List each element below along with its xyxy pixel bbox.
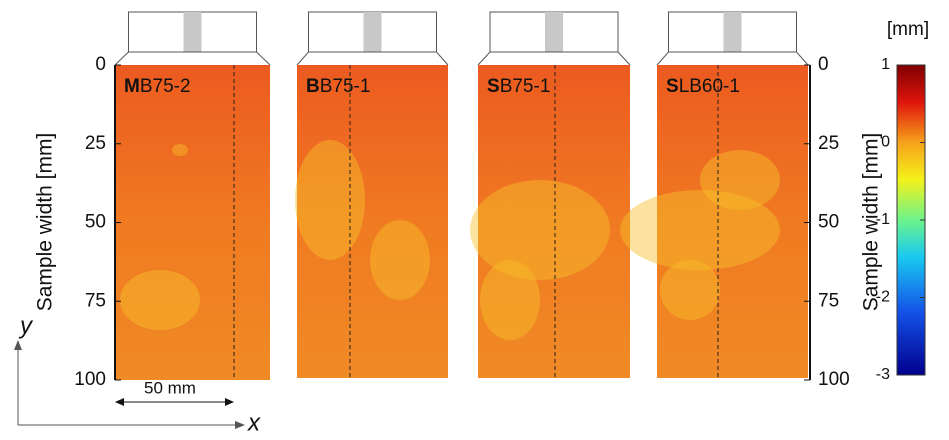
y-tick-label: 0: [95, 54, 106, 75]
heatmap-blob: [660, 260, 720, 320]
figure: MB75-2BB75-1SB75-1SLB60-1002525505075751…: [0, 0, 949, 435]
y-tick-label: 50: [818, 212, 839, 233]
scale-arrow: [225, 398, 234, 406]
y-tick-label: 75: [85, 290, 106, 311]
panel-label-text: LB60-1: [679, 76, 740, 97]
y-tick-label: 100: [74, 369, 106, 390]
heatmap-blob: [172, 144, 188, 156]
colorbar-tick-label: -3: [876, 366, 890, 383]
heatmap-blob: [700, 150, 780, 210]
panel-label-text: B75-1: [500, 76, 551, 97]
heatmap: [115, 65, 270, 380]
colorbar-tick-label: 1: [881, 56, 890, 73]
heatmap-blob: [480, 260, 540, 340]
specimen-lines: [115, 52, 270, 65]
colorbar-tick-label: -1: [876, 211, 890, 228]
scale-arrow: [115, 398, 124, 406]
colorbar-tick-label: 0: [881, 134, 890, 151]
y-tick-label: 100: [818, 369, 850, 390]
panel-label-bold: M: [124, 76, 140, 97]
panel-label-bold: B: [306, 76, 320, 97]
x-arrow-head: [235, 421, 245, 429]
panel-label: BB75-1: [306, 76, 370, 97]
panel-label-bold: S: [487, 76, 500, 97]
panel-label: SB75-1: [487, 76, 550, 97]
scale-label: 50 mm: [144, 378, 196, 397]
specimen-lines: [657, 52, 808, 65]
panel-label-bold: S: [666, 76, 679, 97]
y-tick-label: 0: [818, 54, 829, 75]
specimen-strip: [364, 12, 382, 52]
heatmap-blob: [295, 140, 365, 260]
specimen-strip: [724, 12, 742, 52]
specimen-strip: [545, 12, 563, 52]
y-tick-label: 25: [85, 133, 106, 154]
heatmap-blob: [120, 270, 200, 330]
y-arrow-head: [14, 340, 22, 350]
panel-label-text: B75-1: [320, 76, 371, 97]
y-label: Sample width [mm]: [34, 133, 57, 312]
colorbar-tick-label: -2: [876, 289, 890, 306]
panel-label-text: B75-2: [140, 76, 191, 97]
x-axis-label: x: [247, 409, 261, 435]
y-tick-label: 50: [85, 212, 106, 233]
panel-label: SLB60-1: [666, 76, 740, 97]
specimen-lines: [297, 52, 448, 65]
panel-label: MB75-2: [124, 76, 191, 97]
heatmap-blob: [470, 180, 610, 280]
y-axis-label: y: [18, 312, 34, 339]
specimen-strip: [184, 12, 202, 52]
heatmap-blob: [370, 220, 430, 300]
specimen-lines: [478, 52, 630, 65]
colorbar-label: [mm]: [887, 19, 929, 40]
y-tick-label: 25: [818, 133, 839, 154]
y-tick-label: 75: [818, 290, 839, 311]
